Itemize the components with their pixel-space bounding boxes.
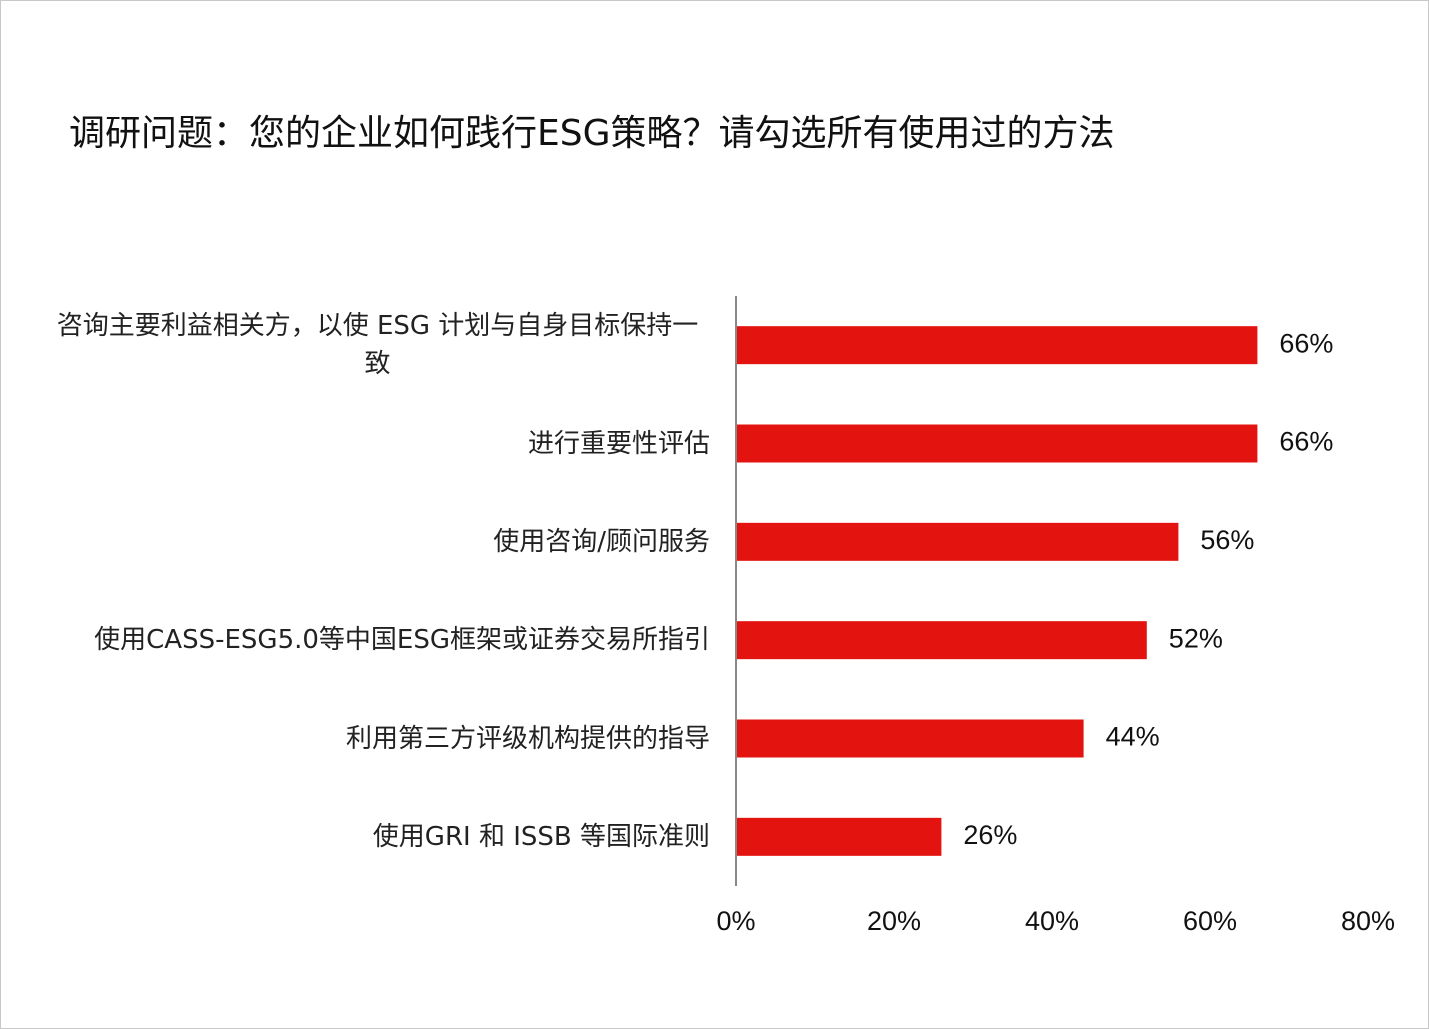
y-tick-label: 使用GRI 和 ISSB 等国际准则 — [372, 821, 710, 852]
x-tick-label: 60% — [1183, 906, 1237, 936]
y-tick-label: 进行重要性评估 — [527, 428, 710, 459]
bar — [736, 424, 1258, 463]
value-label: 66% — [1279, 328, 1333, 358]
bar — [736, 621, 1147, 660]
category-label-box: 使用GRI 和 ISSB 等国际准则 — [30, 789, 710, 885]
x-tick-label: 40% — [1025, 906, 1079, 936]
category-label-box: 使用咨询/顾问服务 — [30, 494, 710, 590]
value-label: 52% — [1169, 623, 1223, 653]
y-tick-label: 咨询主要利益相关方，以使 ESG 计划与自身目标保持一致 — [56, 311, 699, 380]
bar — [736, 326, 1258, 365]
y-tick-label: 利用第三方评级机构提供的指导 — [345, 723, 710, 754]
y-tick-label: 使用咨询/顾问服务 — [493, 526, 710, 557]
x-tick-label: 20% — [867, 906, 921, 936]
y-tick-label: 使用CASS-ESG5.0等中国ESG框架或证券交易所指引 — [94, 625, 710, 656]
value-label: 26% — [963, 820, 1017, 850]
bar — [736, 817, 942, 856]
category-label-box: 使用CASS-ESG5.0等中国ESG框架或证券交易所指引 — [30, 592, 710, 688]
x-tick-label: 0% — [716, 906, 755, 936]
chart-title: 调研问题：您的企业如何践行ESG策略？请勾选所有使用过的方法 — [69, 113, 1115, 154]
value-label: 44% — [1106, 722, 1160, 752]
x-tick-label: 80% — [1341, 906, 1395, 936]
category-label-box: 进行重要性评估 — [30, 396, 710, 492]
value-label: 56% — [1200, 525, 1254, 555]
category-label-box: 利用第三方评级机构提供的指导 — [30, 691, 710, 787]
bar — [736, 522, 1179, 561]
value-label: 66% — [1279, 427, 1333, 457]
category-label-box: 咨询主要利益相关方，以使 ESG 计划与自身目标保持一致 — [30, 297, 710, 393]
bar — [736, 719, 1084, 758]
